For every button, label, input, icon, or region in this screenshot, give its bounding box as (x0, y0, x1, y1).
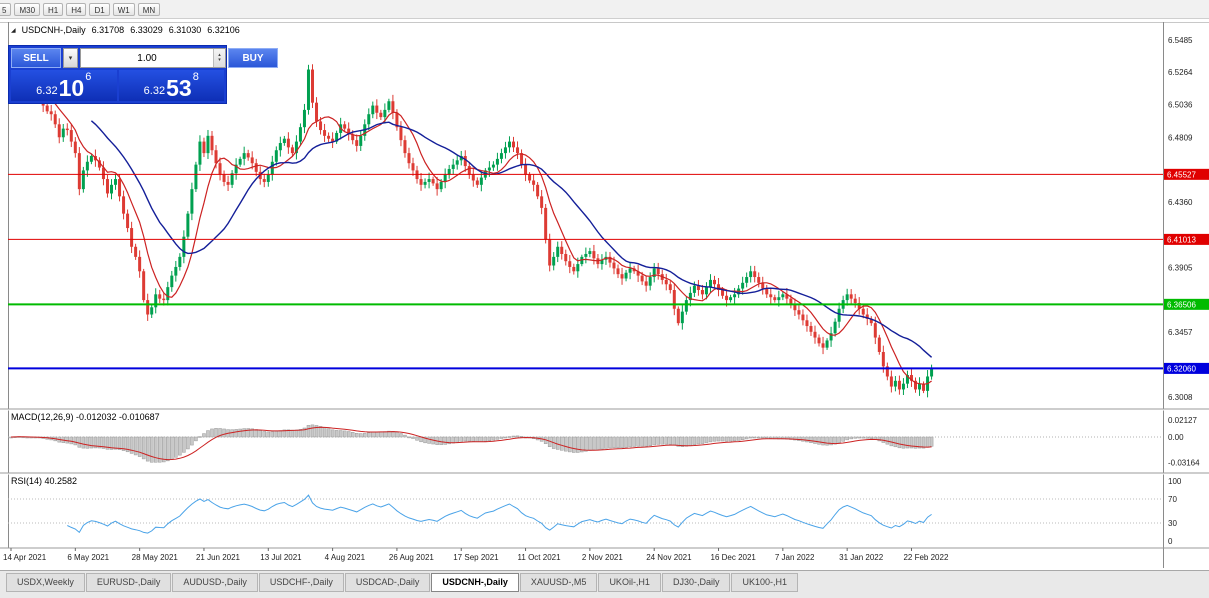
svg-text:21 Jun 2021: 21 Jun 2021 (196, 553, 241, 562)
svg-text:6.45527: 6.45527 (1167, 170, 1196, 179)
sell-price-button[interactable]: 6.32 10 6 (11, 70, 117, 101)
timeframe-h1-button[interactable]: H1 (43, 2, 64, 16)
rsi-indicator: 100 70 30 0 (8, 477, 1182, 546)
volume-input[interactable] (81, 49, 213, 67)
tab-audusd-daily[interactable]: AUDUSD-,Daily (172, 573, 258, 592)
hline-6.41013[interactable]: 6.41013 (8, 233, 1209, 245)
one-click-trading-panel: SELL ▾ ▴ ▾ BUY 6.32 10 6 6.32 53 (8, 45, 278, 104)
sell-price-point: 6 (85, 71, 92, 83)
ohlc-low: 6.31030 (168, 25, 202, 35)
timeframe-toolbar: 5 M30 H1 H4 D1 W1 MN (0, 0, 1209, 19)
timeframe-d1-button[interactable]: D1 (89, 2, 110, 16)
sell-price-pips: 10 (58, 75, 85, 101)
svg-text:11 Oct 2021: 11 Oct 2021 (518, 553, 562, 562)
svg-text:6.32060: 6.32060 (1167, 364, 1196, 373)
svg-text:0.02127: 0.02127 (1168, 416, 1197, 425)
tab-xauusd-m5[interactable]: XAUUSD-,M5 (519, 573, 598, 592)
chart-canvas[interactable]: 6.45527 6.41013 6.36506 6.32060 6.5485 6.5264… (0, 22, 1209, 568)
svg-text:0: 0 (1168, 537, 1173, 546)
svg-text:-0.03164: -0.03164 (1168, 458, 1200, 467)
price-badge (1164, 362, 1209, 374)
buy-price-point: 8 (192, 71, 199, 83)
svg-text:30: 30 (1168, 519, 1177, 528)
price-badge (1164, 298, 1209, 310)
svg-text:28 May 2021: 28 May 2021 (132, 553, 179, 562)
macd-label: MACD(12,26,9) -0.012032 -0.010687 (11, 412, 160, 422)
ma-fast-line (38, 88, 932, 385)
buy-price-button[interactable]: 6.32 53 8 (118, 70, 224, 101)
svg-text:6.4809: 6.4809 (1168, 133, 1193, 142)
svg-text:70: 70 (1168, 495, 1177, 504)
svg-text:0.00: 0.00 (1168, 433, 1184, 442)
chart-info-bar: ◢ USDCNH-,Daily 6.31708 6.33029 6.31030 … (11, 25, 240, 35)
chart-tabbar: USDX,Weekly EURUSD-,Daily AUDUSD-,Daily … (0, 570, 1209, 598)
timeframe-w1-button[interactable]: W1 (112, 2, 135, 16)
svg-text:6.3008: 6.3008 (1168, 393, 1193, 402)
tab-ukoil-h1[interactable]: UKOil-,H1 (598, 573, 661, 592)
svg-text:100: 100 (1168, 477, 1182, 486)
sell-button[interactable]: SELL (11, 48, 61, 68)
buy-price-prefix: 6.32 (143, 85, 166, 97)
hline-6.32060[interactable]: 6.32060 (8, 362, 1209, 374)
svg-text:6.5485: 6.5485 (1168, 36, 1193, 45)
timeframe-m30-button[interactable]: M30 (14, 2, 41, 16)
date-axis: 14 Apr 2021 6 May 2021 28 May 2021 21 Jun 2… (3, 548, 949, 562)
svg-text:31 Jan 2022: 31 Jan 2022 (839, 553, 884, 562)
ma-slow-line (90, 120, 933, 358)
sell-price-prefix: 6.32 (36, 85, 58, 97)
volume-field: ▴ ▾ (80, 48, 226, 68)
ohlc-high: 6.33029 (130, 25, 163, 35)
timeframe-m5-button[interactable]: 5 (0, 2, 12, 16)
price-badge (1164, 168, 1209, 180)
svg-text:24 Nov 2021: 24 Nov 2021 (646, 553, 692, 562)
expand-indicator-icon[interactable]: ◢ (11, 27, 16, 34)
spinner-up-icon: ▴ (218, 52, 221, 58)
candlesticks (9, 64, 934, 398)
svg-text:13 Jul 2021: 13 Jul 2021 (260, 553, 302, 562)
svg-text:7 Jan 2022: 7 Jan 2022 (775, 553, 815, 562)
tab-dj30-daily[interactable]: DJ30-,Daily (661, 573, 731, 592)
svg-text:26 Aug 2021: 26 Aug 2021 (389, 553, 434, 562)
svg-text:6.5264: 6.5264 (1168, 68, 1193, 77)
tab-uk100-h1[interactable]: UK100-,H1 (731, 573, 798, 592)
svg-text:6.41013: 6.41013 (1167, 235, 1196, 244)
svg-text:17 Sep 2021: 17 Sep 2021 (453, 553, 499, 562)
svg-text:16 Dec 2021: 16 Dec 2021 (711, 553, 757, 562)
svg-text:6.5036: 6.5036 (1168, 101, 1193, 110)
rsi-label: RSI(14) 40.2582 (11, 476, 78, 486)
chart-symbol-period: USDCNH-,Daily (21, 25, 86, 35)
ohlc-close: 6.32106 (207, 25, 240, 35)
ohlc-open: 6.31708 (91, 25, 125, 35)
chevron-down-icon: ▾ (68, 55, 73, 62)
svg-text:6 May 2021: 6 May 2021 (67, 553, 109, 562)
svg-text:2 Nov 2021: 2 Nov 2021 (582, 553, 623, 562)
macd-indicator: 0.02127 0.00 -0.03164 (8, 416, 1200, 467)
hline-6.36506[interactable]: 6.36506 (8, 298, 1209, 310)
tab-usdx-weekly[interactable]: USDX,Weekly (6, 573, 85, 592)
svg-text:14 Apr 2021: 14 Apr 2021 (3, 553, 47, 562)
svg-text:6.4360: 6.4360 (1168, 198, 1193, 207)
volume-dropdown-button[interactable]: ▾ (63, 48, 78, 68)
timeframe-h4-button[interactable]: H4 (66, 2, 87, 16)
buy-price-pips: 53 (166, 75, 192, 101)
tab-usdcad-daily[interactable]: USDCAD-,Daily (344, 573, 431, 592)
svg-text:6.3457: 6.3457 (1168, 328, 1193, 337)
spinner-down-icon: ▾ (218, 57, 221, 63)
svg-text:6.36506: 6.36506 (1167, 300, 1196, 309)
svg-text:6.3905: 6.3905 (1168, 264, 1193, 273)
volume-spinner[interactable]: ▴ ▾ (213, 49, 225, 67)
buy-button[interactable]: BUY (228, 48, 278, 68)
hline-6.45527[interactable]: 6.45527 (8, 168, 1209, 180)
tab-usdchf-daily[interactable]: USDCHF-,Daily (258, 573, 344, 592)
svg-text:4 Aug 2021: 4 Aug 2021 (325, 553, 366, 562)
tab-usdcnh-daily[interactable]: USDCNH-,Daily (431, 573, 519, 592)
svg-text:22 Feb 2022: 22 Feb 2022 (903, 553, 948, 562)
price-axis: 6.5485 6.5264 6.5036 6.4809 6.4360 6.3905 6.34… (1168, 36, 1193, 402)
price-badge (1164, 233, 1209, 245)
timeframe-mn-button[interactable]: MN (137, 2, 161, 16)
tab-eurusd-daily[interactable]: EURUSD-,Daily (85, 573, 172, 592)
